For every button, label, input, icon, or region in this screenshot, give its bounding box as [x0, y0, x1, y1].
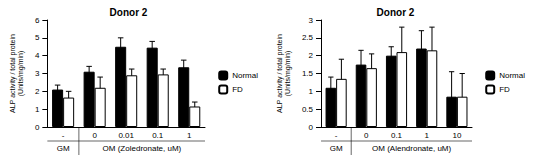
- svg-text:OM (Alendronate, uM): OM (Alendronate, uM): [372, 144, 451, 153]
- svg-text:FD: FD: [232, 85, 243, 94]
- svg-text:1: 1: [424, 131, 429, 140]
- svg-text:GM: GM: [57, 144, 70, 153]
- svg-text:0.1: 0.1: [152, 131, 164, 140]
- svg-text:Normal: Normal: [499, 71, 525, 80]
- svg-text:0: 0: [92, 131, 97, 140]
- svg-text:1: 1: [309, 87, 314, 96]
- svg-text:2: 2: [309, 51, 314, 60]
- svg-text:-: -: [62, 131, 65, 140]
- svg-text:ALP activity / total protein: ALP activity / total protein: [9, 34, 17, 113]
- svg-text:(Units/mg/min): (Units/mg/min): [284, 51, 292, 97]
- svg-text:0: 0: [309, 123, 314, 132]
- svg-text:1: 1: [187, 131, 192, 140]
- svg-text:10: 10: [452, 131, 461, 140]
- svg-text:OM (Zoledronate, uM): OM (Zoledronate, uM): [103, 144, 182, 153]
- svg-text:ALP activity / total protein: ALP activity / total protein: [276, 34, 284, 113]
- svg-text:3: 3: [309, 16, 314, 25]
- svg-text:1.5: 1.5: [302, 69, 314, 78]
- svg-text:2.5: 2.5: [302, 33, 314, 42]
- svg-text:3: 3: [35, 69, 40, 78]
- svg-text:Normal: Normal: [232, 71, 258, 80]
- svg-text:5: 5: [35, 33, 40, 42]
- svg-text:2: 2: [35, 87, 40, 96]
- svg-text:Donor 2: Donor 2: [110, 7, 148, 18]
- svg-text:0.1: 0.1: [391, 131, 403, 140]
- svg-text:FD: FD: [499, 85, 510, 94]
- svg-text:0: 0: [364, 131, 369, 140]
- svg-text:-: -: [335, 131, 338, 140]
- svg-text:GM: GM: [330, 144, 343, 153]
- svg-text:Donor 2: Donor 2: [377, 7, 415, 18]
- svg-text:0.01: 0.01: [118, 131, 134, 140]
- svg-text:0: 0: [35, 123, 40, 132]
- svg-text:0.5: 0.5: [302, 105, 314, 114]
- svg-text:1: 1: [35, 105, 40, 114]
- svg-text:6: 6: [35, 16, 40, 25]
- svg-text:(Units/mg/min): (Units/mg/min): [17, 51, 25, 97]
- svg-text:4: 4: [35, 51, 40, 60]
